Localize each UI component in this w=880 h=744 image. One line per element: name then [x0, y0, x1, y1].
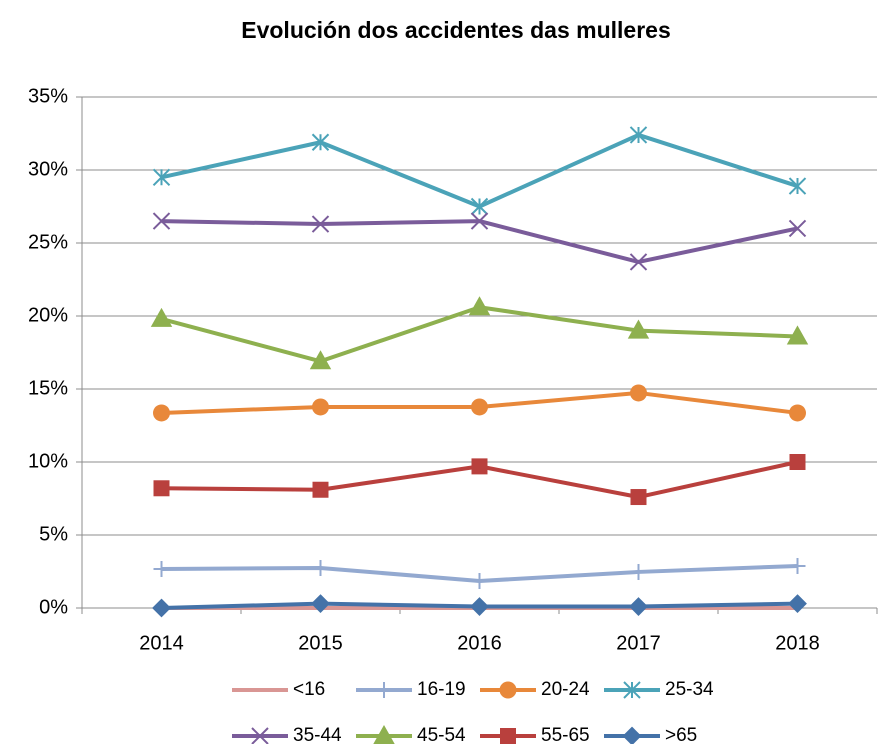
y-tick-label: 20%: [28, 304, 68, 326]
marker: [629, 126, 648, 144]
marker: [311, 594, 330, 614]
marker: [153, 480, 170, 497]
marker: [311, 215, 330, 233]
marker: [788, 219, 807, 238]
marker: [630, 489, 647, 506]
marker: [630, 563, 647, 580]
y-tick-label: 0%: [39, 596, 68, 618]
marker: [152, 168, 171, 187]
y-tick-label: 15%: [28, 377, 68, 399]
marker: [786, 325, 809, 345]
marker: [471, 572, 488, 589]
marker: [629, 253, 648, 271]
marker: [471, 398, 488, 416]
x-tick-label: 2016: [457, 632, 502, 654]
chart-title: Evolución dos accidentes das mulleres: [241, 17, 671, 43]
marker: [789, 557, 806, 574]
legend-text: 16-19: [417, 679, 466, 700]
marker: [500, 728, 516, 744]
marker: [470, 597, 489, 616]
y-tick-label: 25%: [28, 231, 68, 253]
y-tick-label: 30%: [28, 158, 68, 180]
marker: [470, 197, 489, 216]
marker: [622, 726, 642, 744]
series-line: [160, 305, 798, 364]
legend-text: <16: [293, 679, 325, 700]
legend-text: 35-44: [293, 725, 342, 744]
x-tick-label: 2014: [139, 632, 184, 654]
legend-text: 25-34: [665, 679, 714, 700]
marker: [627, 319, 650, 339]
series-line: [161, 132, 799, 209]
marker: [153, 561, 170, 578]
marker: [373, 724, 395, 744]
marker: [789, 454, 806, 470]
marker: [152, 212, 171, 230]
marker: [788, 177, 807, 195]
marker: [312, 559, 329, 576]
legend-text: >65: [665, 725, 697, 744]
legend-text: 55-65: [541, 725, 590, 744]
marker: [152, 598, 171, 618]
marker: [630, 384, 647, 402]
x-tick-label: 2015: [298, 632, 343, 654]
marker: [788, 594, 807, 614]
marker: [251, 727, 269, 744]
marker: [471, 458, 488, 475]
y-tick-label: 5%: [39, 523, 68, 545]
marker: [629, 597, 648, 616]
marker: [623, 681, 641, 699]
marker: [312, 481, 329, 498]
marker: [311, 133, 330, 151]
marker: [789, 404, 806, 422]
marker: [150, 307, 173, 327]
legend-text: 20-24: [541, 679, 590, 700]
y-tick-label: 35%: [28, 85, 68, 107]
x-tick-label: 2017: [616, 632, 661, 654]
marker: [376, 682, 392, 698]
marker: [309, 350, 332, 370]
marker: [468, 296, 491, 316]
marker: [153, 404, 170, 422]
marker: [312, 398, 329, 416]
series-line: [161, 219, 798, 264]
x-tick-label: 2018: [775, 632, 820, 654]
y-tick-label: 10%: [28, 450, 68, 472]
marker: [470, 212, 489, 230]
marker: [499, 681, 517, 699]
legend-text: 45-54: [417, 725, 466, 744]
